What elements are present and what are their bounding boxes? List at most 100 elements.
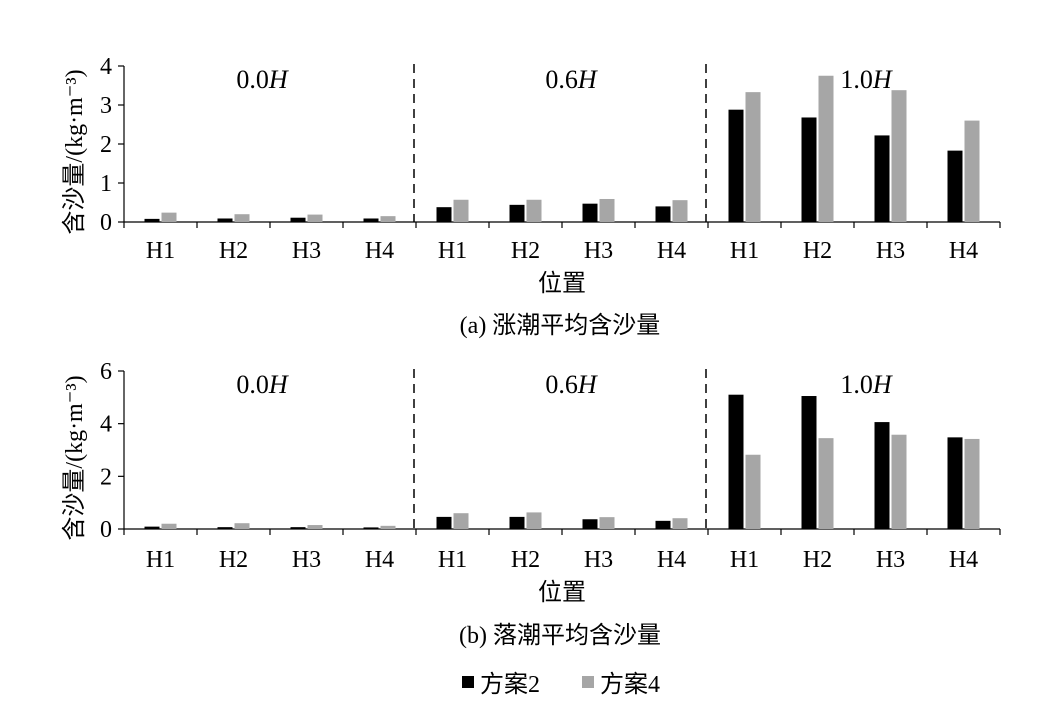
bar-scheme4 [161,523,177,529]
bar-scheme4 [745,454,761,529]
x-tick-label: H3 [876,547,905,573]
bar-scheme2 [582,203,598,222]
x-tick-label: H1 [438,547,467,573]
x-axis-label: 位置 [538,579,586,606]
x-tick-label: H4 [365,238,394,264]
group-label: 1.0H [840,65,893,94]
group-label: 0.6H [545,65,598,94]
x-tick-label: H4 [949,547,978,573]
bar-scheme2 [801,117,817,222]
bar-scheme2 [217,218,233,222]
x-tick-label: H2 [511,238,540,264]
x-tick-label: H3 [584,547,613,573]
bar-scheme4 [599,517,615,529]
x-tick-label: H2 [803,238,832,264]
bar-scheme2 [436,207,452,222]
legend-item-scheme4: 方案4 [582,664,660,699]
legend-swatch-scheme2 [462,675,474,688]
bar-scheme4 [599,198,615,222]
bar-scheme2 [655,206,671,222]
legend-item-scheme2: 方案2 [462,664,540,699]
bar-scheme4 [234,214,250,222]
bar-scheme4 [672,200,688,222]
x-tick-label: H4 [365,547,394,573]
group-label: 1.0H [840,370,893,399]
x-tick-label: H1 [730,547,759,573]
bar-scheme2 [728,394,744,529]
legend-swatch-scheme4 [582,675,594,688]
x-tick-label: H4 [657,238,686,264]
y-tick-label: 0 [100,210,112,236]
bar-scheme2 [801,396,817,529]
x-tick-label: H2 [511,547,540,573]
bar-scheme2 [436,516,452,529]
bar-scheme2 [217,527,233,529]
bar-scheme2 [509,204,525,222]
x-tick-label: H1 [730,238,759,264]
x-tick-label: H2 [219,547,248,573]
x-tick-label: H3 [292,238,321,264]
y-tick-label: 2 [100,464,112,490]
bar-scheme2 [144,218,160,222]
bar-scheme4 [526,512,542,529]
y-tick-label: 0 [100,517,112,543]
bar-scheme4 [307,525,323,529]
group-label: 0.0H [236,65,289,94]
y-axis-label: 含沙量/(kg·m⁻³) [61,69,88,234]
legend: 方案2 方案4 [462,664,660,699]
y-axis-label: 含沙量/(kg·m⁻³) [61,375,88,540]
x-tick-label: H3 [876,238,905,264]
bar-scheme4 [818,438,834,529]
bar-scheme4 [161,212,177,222]
bar-scheme4 [453,199,469,222]
x-axis-label: 位置 [538,270,586,297]
bar-scheme4 [453,513,469,529]
bar-scheme4 [964,120,980,222]
bar-scheme2 [363,527,379,529]
x-tick-label: H1 [146,547,175,573]
bar-scheme2 [582,519,598,529]
bar-scheme2 [509,516,525,529]
bar-scheme4 [380,216,396,222]
y-tick-label: 3 [100,93,112,119]
y-tick-label: 2 [100,132,112,158]
legend-label-scheme4: 方案4 [600,672,660,698]
x-tick-label: H3 [292,547,321,573]
x-tick-label: H4 [949,238,978,264]
x-tick-label: H1 [438,238,467,264]
bar-scheme4 [745,92,761,222]
bar-scheme2 [947,150,963,222]
bar-scheme4 [891,434,907,529]
bar-scheme2 [144,526,160,529]
x-tick-label: H3 [584,238,613,264]
x-tick-label: H2 [219,238,248,264]
bar-scheme2 [655,520,671,529]
y-tick-label: 6 [100,359,112,385]
bar-scheme4 [818,75,834,222]
x-tick-label: H1 [146,238,175,264]
panel-caption: (b) 落潮平均含沙量 [459,622,661,649]
bar-scheme4 [964,438,980,529]
y-tick-label: 4 [100,412,112,438]
bar-scheme4 [234,523,250,529]
bar-scheme2 [290,527,306,529]
x-tick-label: H2 [803,547,832,573]
y-tick-label: 4 [100,54,112,80]
bar-scheme2 [290,217,306,222]
bar-scheme2 [947,437,963,529]
bar-scheme4 [891,90,907,223]
bar-scheme4 [672,518,688,529]
bar-scheme4 [526,199,542,222]
group-label: 0.6H [545,370,598,399]
bar-scheme2 [874,135,890,222]
bar-scheme2 [363,218,379,222]
bar-scheme4 [380,525,396,529]
legend-label-scheme2: 方案2 [480,672,540,698]
bar-scheme2 [874,422,890,529]
group-label: 0.0H [236,370,289,399]
x-tick-label: H4 [657,547,686,573]
panel-caption: (a) 涨潮平均含沙量 [460,312,661,339]
bar-scheme2 [728,109,744,222]
y-tick-label: 1 [100,171,112,197]
